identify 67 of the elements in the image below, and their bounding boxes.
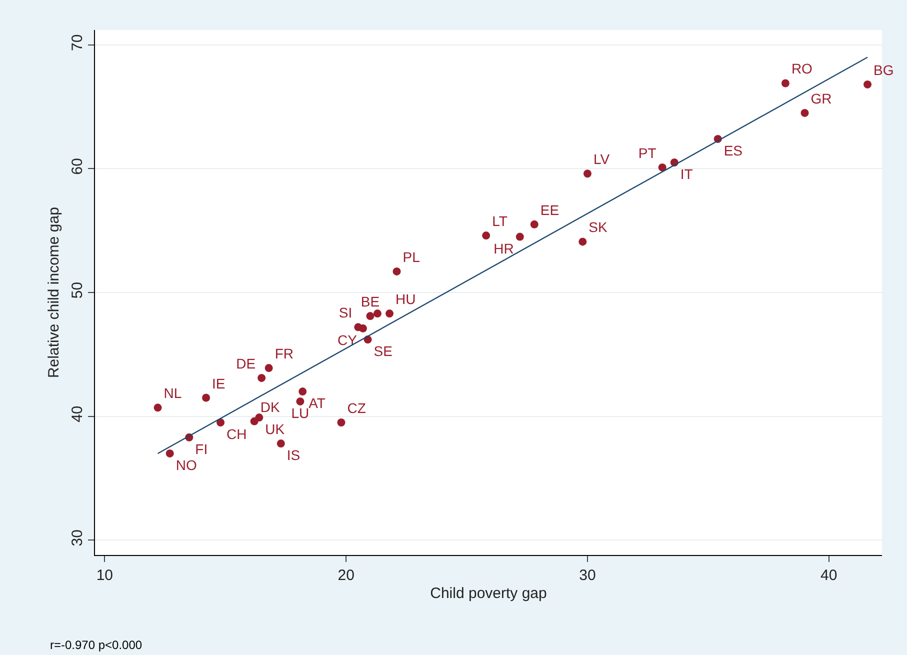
data-label: EE <box>540 202 560 218</box>
point <box>358 324 367 332</box>
y-tick-label: 50 <box>69 282 86 299</box>
data-label: CH <box>226 426 247 442</box>
data-label: PT <box>638 144 657 161</box>
data-label: LV <box>593 151 610 168</box>
x-axis-title: Child poverty gap <box>430 585 547 602</box>
data-label: GR <box>810 90 832 106</box>
data-label: RO <box>791 60 813 77</box>
data-label: HR <box>494 240 514 256</box>
data-label: DK <box>260 398 280 415</box>
point <box>516 232 524 241</box>
point <box>373 310 382 318</box>
point <box>392 267 401 276</box>
point <box>298 388 307 396</box>
data-label: SI <box>338 304 352 321</box>
x-tick-label: 30 <box>579 567 596 584</box>
text: r=-0.970 p<0.000 <box>50 638 142 652</box>
point <box>216 418 225 427</box>
point <box>530 220 538 228</box>
point <box>482 232 490 240</box>
point <box>250 417 258 426</box>
data-label: UK <box>265 421 286 438</box>
data-label: IT <box>680 166 694 182</box>
point <box>583 170 592 178</box>
data-label: BG <box>874 62 894 78</box>
data-label: LU <box>291 404 310 421</box>
point <box>386 310 394 318</box>
data-label: FR <box>274 346 294 362</box>
data-label: HU <box>396 291 416 308</box>
data-label: NO <box>176 456 197 473</box>
y-axis-title: Relative child income gap <box>45 207 62 378</box>
point <box>658 163 666 172</box>
y-tick-label: 60 <box>69 158 86 175</box>
point <box>154 404 162 412</box>
point <box>202 394 210 402</box>
x-tick-label: 40 <box>820 567 838 584</box>
data-label: BE <box>360 294 380 310</box>
data-label: DE <box>236 355 256 372</box>
y-tick-label: 40 <box>69 406 86 422</box>
point <box>258 374 266 382</box>
data-label: SE <box>374 343 392 360</box>
point <box>337 418 346 427</box>
y-tick-label: 70 <box>69 34 86 51</box>
data-label: PL <box>402 248 420 265</box>
data-label: FI <box>195 440 208 457</box>
point <box>264 364 273 372</box>
data-label: IS <box>286 447 300 464</box>
data-label: SK <box>588 219 608 236</box>
point <box>166 449 174 458</box>
data-label: NL <box>164 385 182 402</box>
data-label: ES <box>724 142 743 158</box>
point <box>296 397 304 406</box>
data-label: AT <box>308 395 326 412</box>
data-label: IE <box>212 375 226 392</box>
data-label: LT <box>492 213 508 230</box>
y-tick-label: 30 <box>69 530 86 546</box>
x-tick-label: 10 <box>96 567 114 584</box>
point <box>864 80 872 88</box>
point <box>276 440 285 448</box>
point <box>800 108 809 117</box>
point <box>366 312 374 320</box>
x-tick-label: 20 <box>338 567 354 584</box>
data-label: CY <box>338 332 358 348</box>
data-label: CZ <box>347 400 366 416</box>
point <box>781 79 790 88</box>
point <box>578 238 587 246</box>
